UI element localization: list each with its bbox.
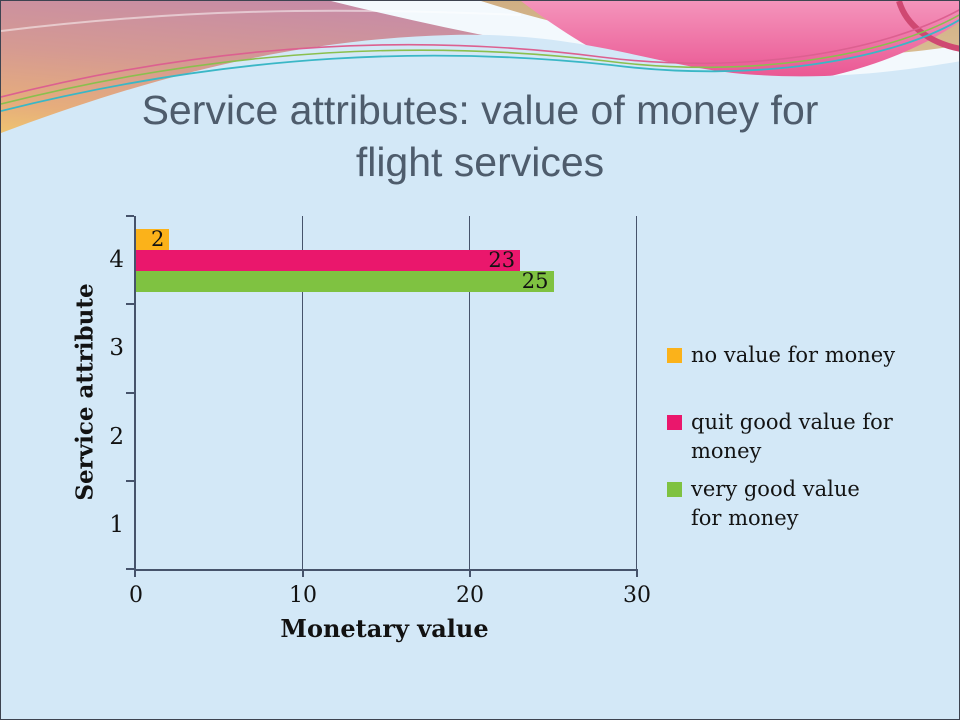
bar-data-label: 2 [151, 227, 165, 251]
y-tick-label: 2 [109, 424, 124, 450]
x-axis-tick [302, 569, 304, 577]
crimson-accent [896, 1, 959, 52]
bar-data-label: 25 [521, 269, 549, 293]
highlight-line [1, 9, 522, 32]
x-axis-tick [636, 569, 638, 577]
legend-label: no value for money [691, 343, 896, 367]
tan-wave [381, 1, 959, 97]
x-tick-label: 30 [623, 583, 651, 608]
y-axis-tick [126, 568, 134, 570]
y-tick-label: 1 [109, 512, 124, 538]
legend-swatch [667, 348, 682, 363]
slide-title-line1: Service attributes: value of money for [141, 87, 819, 133]
thin-line-pink [1, 9, 959, 98]
x-axis-title: Monetary value [280, 614, 489, 643]
legend-label: quit good value for money [691, 410, 893, 463]
pink-blob [521, 1, 959, 88]
gridline-x-10 [302, 216, 303, 569]
chart-plot-area: 4 3 2 1 0 10 20 30 2 23 25 [109, 215, 651, 608]
legend-item-1: no value for money [667, 341, 896, 370]
legend-swatch [667, 482, 682, 497]
y-axis-tick [126, 215, 134, 217]
gridline-x-30 [636, 216, 637, 569]
y-axis-tick [126, 392, 134, 394]
legend-item-2: quit good value for money [667, 408, 896, 466]
slide-title-line2: flight services [355, 138, 605, 185]
gridline-x-20 [469, 216, 470, 569]
bar-no-value-for-money: 2 [136, 227, 170, 251]
y-axis-title: Service attribute [71, 283, 99, 501]
legend-label: very good value for money [691, 477, 860, 530]
x-axis-tick [134, 569, 136, 577]
x-axis-tick [469, 569, 471, 577]
y-tick-label: 3 [109, 335, 124, 361]
bar-very-good-value-for-money: 25 [136, 271, 554, 292]
bar-data-label: 23 [488, 248, 516, 272]
white-swoosh [331, 1, 959, 78]
legend-item-3: very good value for money [667, 475, 896, 533]
y-tick-label: 4 [109, 247, 124, 273]
slide-title: Service attributes: value of money for f… [41, 85, 919, 188]
y-axis-tick [126, 303, 134, 305]
legend-swatch [667, 415, 682, 430]
x-tick-label: 0 [129, 583, 143, 608]
bar-quit-good-value-for-money: 23 [136, 248, 521, 272]
x-tick-label: 10 [289, 583, 317, 608]
y-axis-tick [126, 480, 134, 482]
x-tick-label: 20 [456, 583, 484, 608]
